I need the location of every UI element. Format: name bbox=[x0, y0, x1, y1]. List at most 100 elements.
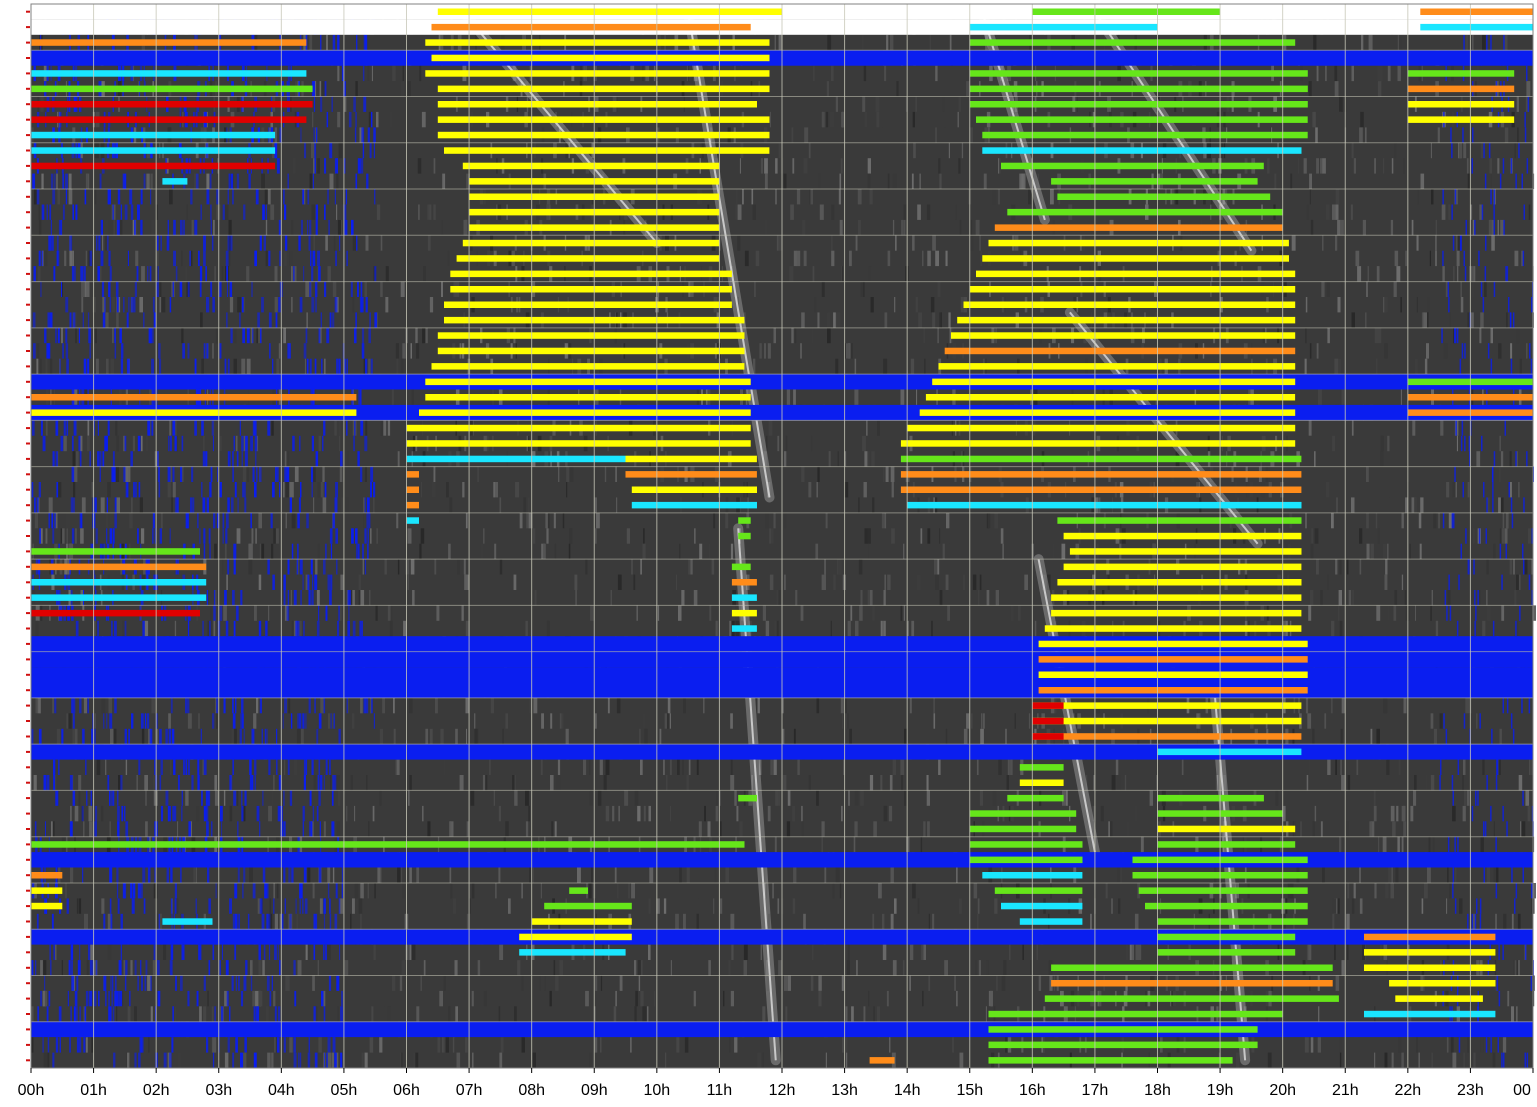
noise-streak bbox=[261, 543, 265, 560]
blue-speckle bbox=[227, 451, 229, 467]
blue-speckle bbox=[329, 528, 333, 544]
noise-streak bbox=[1401, 512, 1404, 529]
noise-streak bbox=[688, 759, 691, 775]
blue-speckle bbox=[181, 790, 183, 806]
noise-streak bbox=[312, 111, 314, 128]
noise-streak bbox=[397, 559, 400, 575]
noise-streak bbox=[268, 605, 270, 621]
blue-speckle bbox=[128, 297, 130, 313]
noise-streak bbox=[1325, 204, 1330, 220]
noise-streak bbox=[116, 312, 119, 328]
noise-streak bbox=[779, 142, 782, 159]
noise-streak bbox=[937, 281, 941, 297]
noise-streak bbox=[997, 189, 1000, 205]
blue-speckle bbox=[71, 266, 74, 282]
noise-streak bbox=[264, 189, 268, 205]
noise-streak bbox=[793, 867, 797, 883]
noise-streak bbox=[1378, 836, 1380, 853]
blue-speckle bbox=[224, 590, 227, 606]
noise-streak bbox=[1316, 343, 1319, 359]
blue-speckle bbox=[305, 759, 308, 775]
noise-streak bbox=[513, 574, 517, 590]
noise-streak bbox=[1490, 173, 1492, 189]
noise-streak bbox=[1532, 883, 1536, 899]
noise-streak bbox=[1465, 34, 1469, 51]
blue-speckle bbox=[1487, 343, 1490, 359]
noise-streak bbox=[1514, 590, 1517, 606]
blue-speckle bbox=[123, 297, 125, 313]
noise-streak bbox=[1495, 913, 1497, 930]
blue-speckle bbox=[242, 883, 244, 899]
blue-speckle bbox=[1483, 142, 1485, 159]
noise-streak bbox=[1521, 250, 1523, 267]
noise-streak bbox=[110, 358, 114, 375]
blue-speckle bbox=[185, 759, 188, 775]
noise-streak bbox=[822, 111, 825, 128]
blue-speckle bbox=[259, 235, 262, 251]
blue-speckle bbox=[362, 343, 364, 359]
noise-streak bbox=[792, 158, 795, 174]
noise-streak bbox=[1435, 620, 1439, 637]
blue-speckle bbox=[202, 451, 204, 467]
noise-streak bbox=[696, 759, 699, 775]
blue-speckle bbox=[366, 173, 368, 189]
blue-speckle bbox=[318, 759, 321, 775]
noise-streak bbox=[433, 204, 436, 220]
noise-streak bbox=[84, 913, 88, 930]
noise-streak bbox=[1339, 836, 1342, 853]
noise-streak bbox=[1380, 435, 1384, 452]
noise-streak bbox=[339, 898, 344, 914]
noise-streak bbox=[916, 389, 918, 405]
noise-streak bbox=[737, 204, 742, 220]
noise-streak bbox=[1314, 111, 1316, 128]
noise-streak bbox=[125, 759, 128, 775]
blue-speckle bbox=[43, 775, 47, 791]
noise-streak bbox=[751, 189, 754, 205]
blue-speckle bbox=[1531, 883, 1533, 899]
blue-speckle bbox=[341, 883, 343, 899]
noise-streak bbox=[354, 805, 356, 822]
blue-speckle bbox=[1454, 327, 1457, 344]
noise-streak bbox=[976, 759, 979, 775]
noise-streak bbox=[831, 250, 835, 267]
noise-streak bbox=[784, 574, 786, 590]
noise-streak bbox=[36, 343, 40, 359]
blue-speckle bbox=[193, 497, 195, 513]
blue-speckle bbox=[1449, 605, 1452, 621]
noise-streak bbox=[847, 620, 851, 637]
noise-streak bbox=[110, 728, 114, 745]
noise-streak bbox=[490, 697, 494, 714]
noise-streak bbox=[389, 620, 393, 637]
noise-streak bbox=[917, 898, 920, 914]
noise-streak bbox=[89, 821, 93, 837]
noise-streak bbox=[777, 898, 780, 914]
blue-speckle bbox=[105, 435, 108, 452]
noise-streak bbox=[827, 312, 831, 328]
noise-streak bbox=[782, 728, 785, 745]
noise-streak bbox=[832, 883, 835, 899]
noise-streak bbox=[927, 528, 931, 544]
blue-speckle bbox=[1512, 312, 1515, 328]
noise-streak bbox=[769, 111, 771, 128]
noise-streak bbox=[850, 605, 853, 621]
noise-streak bbox=[935, 65, 938, 82]
noise-streak bbox=[1341, 697, 1346, 714]
blue-speckle bbox=[232, 189, 234, 205]
noise-streak bbox=[337, 219, 342, 236]
noise-streak bbox=[583, 759, 587, 775]
blue-speckle bbox=[103, 713, 105, 729]
blue-speckle bbox=[1456, 327, 1459, 344]
blue-speckle bbox=[1510, 497, 1513, 513]
noise-streak bbox=[267, 189, 271, 205]
noise-streak bbox=[768, 420, 773, 436]
noise-streak bbox=[915, 297, 918, 313]
noise-streak bbox=[909, 697, 912, 714]
blue-speckle bbox=[1457, 836, 1459, 853]
noise-streak bbox=[477, 466, 479, 482]
noise-streak bbox=[1511, 913, 1514, 930]
blue-speckle bbox=[197, 775, 200, 791]
noise-streak bbox=[95, 358, 99, 375]
noise-streak bbox=[377, 867, 381, 883]
blue-speckle bbox=[34, 821, 37, 837]
blue-speckle bbox=[1502, 805, 1504, 822]
